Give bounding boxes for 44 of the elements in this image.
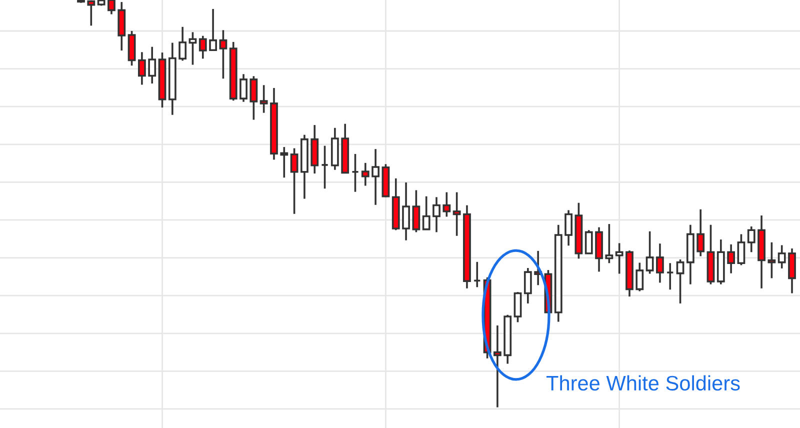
candlestick bbox=[615, 242, 624, 275]
candlestick bbox=[696, 208, 705, 258]
candlestick bbox=[778, 244, 786, 270]
candlestick bbox=[656, 242, 664, 284]
candlestick bbox=[727, 243, 736, 274]
candlestick bbox=[361, 162, 370, 187]
candlestick bbox=[564, 209, 572, 247]
candlestick bbox=[524, 267, 532, 304]
candlestick bbox=[442, 191, 451, 218]
candlestick bbox=[636, 262, 644, 292]
annotation: Three White Soldiers bbox=[546, 375, 740, 391]
candlestick bbox=[768, 241, 776, 280]
candlestick bbox=[493, 324, 502, 408]
candlestick bbox=[178, 26, 187, 62]
candlestick bbox=[605, 223, 614, 264]
candlestick bbox=[432, 196, 440, 234]
candlestick bbox=[260, 84, 268, 114]
candlestick bbox=[422, 195, 430, 230]
candlestick bbox=[737, 233, 746, 266]
candlestick bbox=[402, 182, 410, 242]
candlestick bbox=[240, 73, 248, 103]
candlestick bbox=[473, 260, 482, 288]
candlestick bbox=[452, 191, 461, 237]
candlestick bbox=[351, 153, 360, 193]
candlestick bbox=[646, 230, 654, 275]
candlestick bbox=[87, 0, 96, 27]
candlestick bbox=[747, 226, 756, 254]
candlestick bbox=[320, 144, 329, 190]
candlestick bbox=[290, 147, 298, 215]
candlestick bbox=[188, 31, 197, 66]
candlestick bbox=[514, 291, 522, 324]
candlestick bbox=[138, 51, 146, 86]
candlestick bbox=[250, 75, 258, 121]
candlestick bbox=[666, 262, 674, 290]
candlestick bbox=[372, 148, 380, 206]
candlestick bbox=[198, 34, 207, 60]
candlestick bbox=[412, 189, 420, 234]
candlestick bbox=[219, 29, 228, 80]
candlestick bbox=[280, 146, 288, 178]
candlestick bbox=[584, 229, 593, 254]
candlestick bbox=[209, 8, 217, 52]
candlestick bbox=[108, 0, 116, 16]
candlestick bbox=[676, 258, 684, 304]
candlestick bbox=[148, 46, 156, 84]
